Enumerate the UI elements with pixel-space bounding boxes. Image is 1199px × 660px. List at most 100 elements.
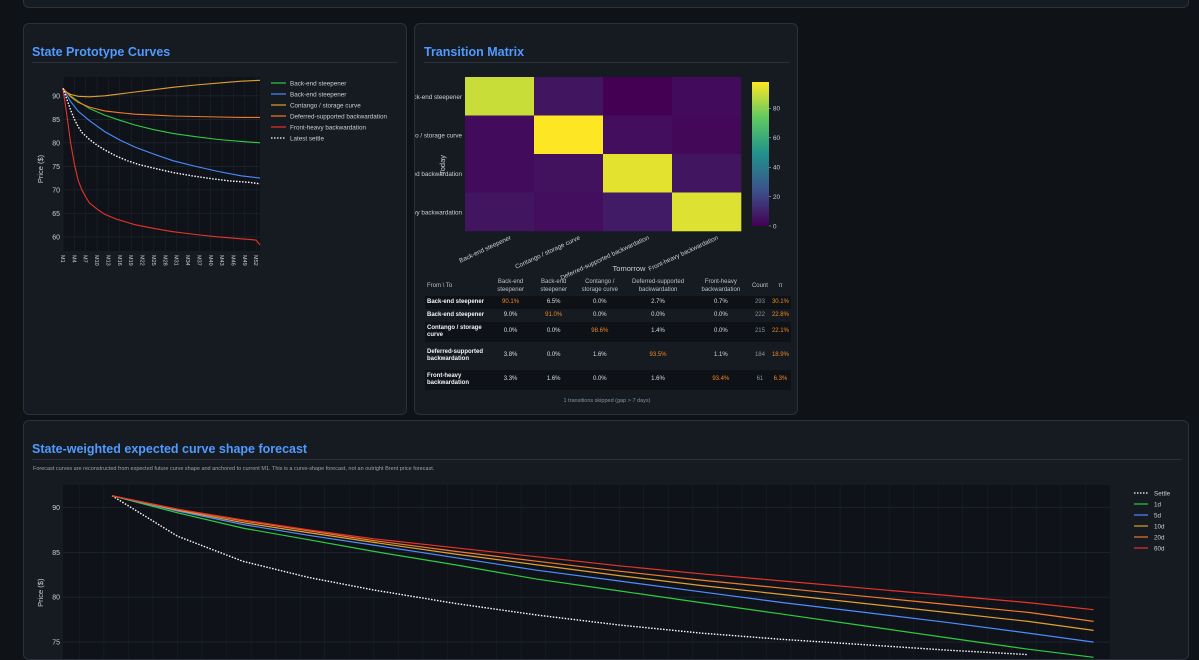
y-tick-label: 80 <box>52 140 60 147</box>
col-header: Count <box>751 283 768 289</box>
legend-label: Settle <box>1154 490 1171 497</box>
heatmap-cell <box>603 115 673 155</box>
colorbar <box>752 82 769 226</box>
series-line-2 <box>111 495 1094 643</box>
x-tick-label: M16 <box>116 255 122 266</box>
x-tick-label: M19 <box>127 255 133 266</box>
table-cell: 0.0% <box>575 296 625 309</box>
x-tick-label: M46 <box>229 255 235 266</box>
table-cell: 0.0% <box>575 370 625 390</box>
table-cell: 1.6% <box>532 370 576 390</box>
colorbar-tick-label: 60 <box>773 135 781 142</box>
heatmap-cell <box>534 115 604 155</box>
y-tick-label: 65 <box>52 211 60 218</box>
table-cell: 0.0% <box>691 322 750 342</box>
x-tick-label: M34 <box>184 255 190 266</box>
series-line-4 <box>111 495 1094 622</box>
table-cell: 93.5% <box>649 352 667 359</box>
series-line-4 <box>62 88 261 246</box>
colorbar-tick-label: 0 <box>773 223 777 230</box>
x-tick-label: M10 <box>93 255 99 266</box>
pi-cell: 22.8% <box>771 311 789 318</box>
y-tick-label: 90 <box>52 93 60 100</box>
legend-label: 20d <box>1154 534 1165 541</box>
heatmap-cell <box>465 77 535 116</box>
row-label: Contango / storage curve <box>425 322 489 342</box>
row-label: Deferred-supported backwardation <box>427 348 484 363</box>
x-tick-label: M4 <box>70 255 76 263</box>
x-tick-label: M49 <box>241 255 247 266</box>
x-tick-label: M22 <box>139 255 145 266</box>
heatmap-cell <box>672 192 742 232</box>
prototype-chart: 60 65 70 75 80 85 90 M1 M4 M7 M10 M13 M16 M19 M22 M25 M2… <box>36 77 387 266</box>
x-tick-label: Contango / storage curve <box>514 234 581 270</box>
heatmap-cell <box>465 115 535 155</box>
count-cell: 61 <box>749 370 770 390</box>
table-cell: 0.7% <box>691 296 750 309</box>
legend-label: Back-end steepener <box>290 80 346 87</box>
table-cell: 90.1% <box>489 296 533 309</box>
plot-area <box>63 77 260 251</box>
x-tick-label: M1 <box>59 255 65 263</box>
table-cell: 1.6% <box>592 352 607 359</box>
transition-panel: Transition Matrix Back-end steepenerCont… <box>414 23 798 415</box>
legend-label: 1d <box>1154 501 1162 508</box>
table-row: Back-end steepener 90.1% 6.5% 0.0% 2.7% 0.7% 2… <box>425 296 791 309</box>
heatmap-cell <box>465 192 535 232</box>
y-tick-label: 75 <box>52 640 60 647</box>
count-cell: 293 <box>749 296 770 309</box>
x-tick-label: M37 <box>195 255 201 266</box>
heatmap-cell <box>534 154 604 193</box>
legend-label: 5d <box>1154 512 1162 519</box>
series-line-1 <box>62 88 261 179</box>
legend-label: 60d <box>1154 545 1165 552</box>
heatmap-cell <box>534 77 604 116</box>
heatmap-cell <box>672 154 742 193</box>
x-tick-label: M25 <box>150 255 156 266</box>
legend-label: Contango / storage curve <box>290 102 361 109</box>
transition-table-header: From \ To Back-end steepener Back-end st… <box>425 276 791 296</box>
top-panel <box>23 0 1189 8</box>
table-cell: 3.3% <box>489 370 533 390</box>
pi-cell: 18.9% <box>771 352 789 359</box>
x-tick-label: M13 <box>104 255 110 266</box>
x-axis-label: Tomorrow <box>613 264 647 273</box>
y-axis-label: Price ($) <box>36 578 45 607</box>
legend-label: Front-heavy backwardation <box>290 124 366 131</box>
transition-note: 1 transitions skipped (gap > 7 days) <box>563 398 651 404</box>
heatmap-cell <box>603 154 673 193</box>
prototype-title: State Prototype Curves <box>32 45 171 59</box>
colorbar-tick-label: 40 <box>773 165 781 172</box>
row-label: Back-end steepener <box>427 311 485 318</box>
x-tick-label: M28 <box>161 255 167 266</box>
colorbar-tick-label: 80 <box>773 106 781 113</box>
x-tick-label: M7 <box>82 255 88 263</box>
count-cell: 222 <box>754 311 765 318</box>
x-tick-label: M52 <box>252 255 258 266</box>
forecast-panel: State-weighted expected curve shape fore… <box>23 420 1189 660</box>
plot-area <box>63 485 1110 659</box>
table-cell: 0.0% <box>592 311 607 318</box>
col-header: From \ To <box>427 283 453 289</box>
table-row: Contango / storage curve 0.0% 0.0% 98.6% 1.4… <box>425 322 791 342</box>
table-row: Back-end steepener 9.0% 91.0% 0.0% 0.0% 0.0% 2… <box>425 309 791 322</box>
series-line-2 <box>62 79 261 98</box>
series-line-0 <box>62 88 261 144</box>
table-cell: 0.0% <box>713 311 728 318</box>
pi-cell: 22.1% <box>769 322 791 342</box>
forecast-subtitle: Forecast curves are reconstructed from e… <box>33 466 435 472</box>
forecast-chart: 75 80 85 90 Price ($) Settle 1d 5d 10d 20d 60d <box>36 485 1171 659</box>
count-cell: 215 <box>749 322 770 342</box>
table-cell: 2.7% <box>624 296 692 309</box>
legend-label: Back-end steepener <box>290 91 346 98</box>
legend-label: 10d <box>1154 523 1165 530</box>
heatmap-cell <box>672 77 742 116</box>
y-tick-label: 90 <box>52 505 60 512</box>
x-tick-label: Front-heavy backwardation <box>648 234 720 273</box>
table-cell: 3.8% <box>503 352 518 359</box>
table-cell: 0.0% <box>651 311 665 318</box>
transition-title: Transition Matrix <box>424 45 525 59</box>
colorbar-tick-label: 20 <box>773 194 781 201</box>
col-header: π <box>778 283 783 289</box>
